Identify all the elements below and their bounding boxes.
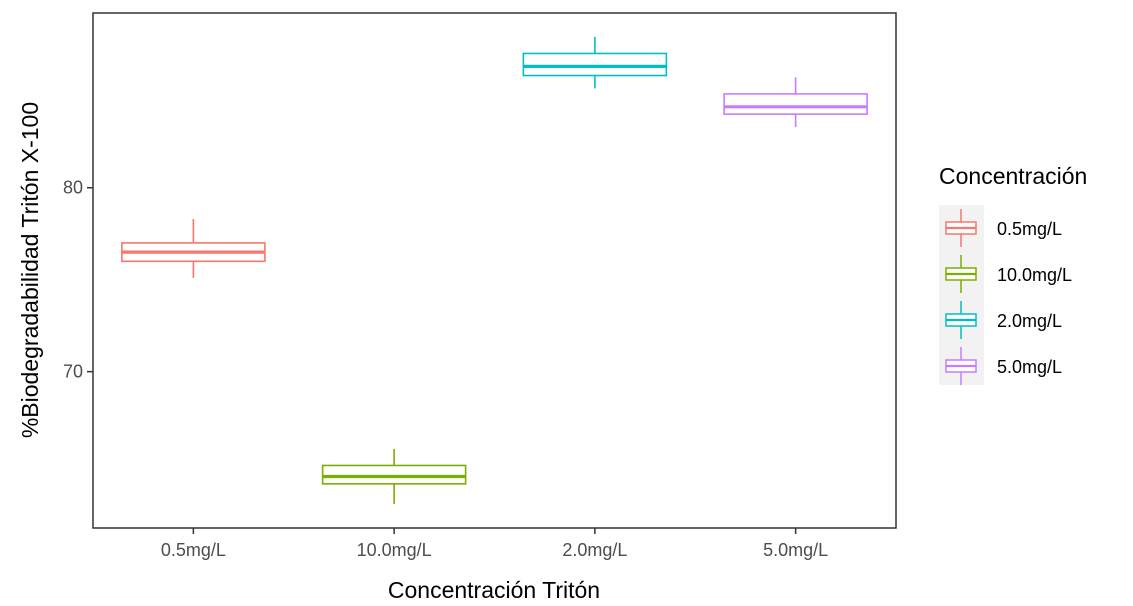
plot-panel xyxy=(92,12,897,529)
box-10.0mg/L xyxy=(321,448,467,505)
y-axis-title: %Biodegradabilidad Tritón X-100 xyxy=(17,102,43,438)
legend-entry: 2.0mg/L xyxy=(945,301,1062,339)
box-0.5mg/L xyxy=(121,219,266,278)
legend-title: Concentración xyxy=(939,163,1087,189)
iqr-box xyxy=(321,464,467,485)
box-5.0mg/L xyxy=(723,77,868,128)
x-tick-label: 0.5mg/L xyxy=(161,540,226,560)
legend-label: 10.0mg/L xyxy=(997,265,1072,285)
legend-entry: 0.5mg/L xyxy=(945,209,1062,247)
legend-label: 5.0mg/L xyxy=(997,357,1062,377)
boxes xyxy=(121,36,868,505)
y-tick-label: 70 xyxy=(63,362,83,382)
y-axis: 70 80 xyxy=(63,178,93,382)
x-tick-label: 2.0mg/L xyxy=(562,540,627,560)
iqr-box xyxy=(522,52,668,77)
box-2.0mg/L xyxy=(522,36,668,89)
legend-label: 0.5mg/L xyxy=(997,219,1062,239)
legend-label: 2.0mg/L xyxy=(997,311,1062,331)
x-tick-label: 10.0mg/L xyxy=(357,540,432,560)
x-axis-title: Concentración Tritón xyxy=(388,577,600,603)
legend-entry: 5.0mg/L xyxy=(945,347,1062,385)
y-tick-label: 80 xyxy=(63,178,83,198)
x-tick-label: 5.0mg/L xyxy=(763,540,828,560)
iqr-box xyxy=(723,93,868,115)
legend: Concentración 0.5mg/L 10.0mg/L 2.0mg/L 5.0m… xyxy=(939,163,1087,385)
x-axis: 0.5mg/L 10.0mg/L 2.0mg/L 5.0mg/L xyxy=(161,528,828,560)
legend-entry: 10.0mg/L xyxy=(945,255,1072,293)
